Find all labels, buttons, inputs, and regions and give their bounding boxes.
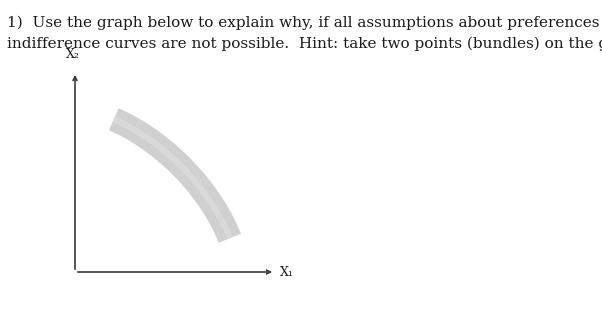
Text: X₂: X₂ xyxy=(66,48,80,61)
Polygon shape xyxy=(113,116,232,239)
Text: 1)  Use the graph below to explain why, if all assumptions about preferences are: 1) Use the graph below to explain why, i… xyxy=(7,16,602,31)
Text: indifference curves are not possible.  Hint: take two points (bundles) on the gr: indifference curves are not possible. Hi… xyxy=(7,36,602,51)
Text: X₁: X₁ xyxy=(280,266,294,279)
Polygon shape xyxy=(109,108,241,243)
